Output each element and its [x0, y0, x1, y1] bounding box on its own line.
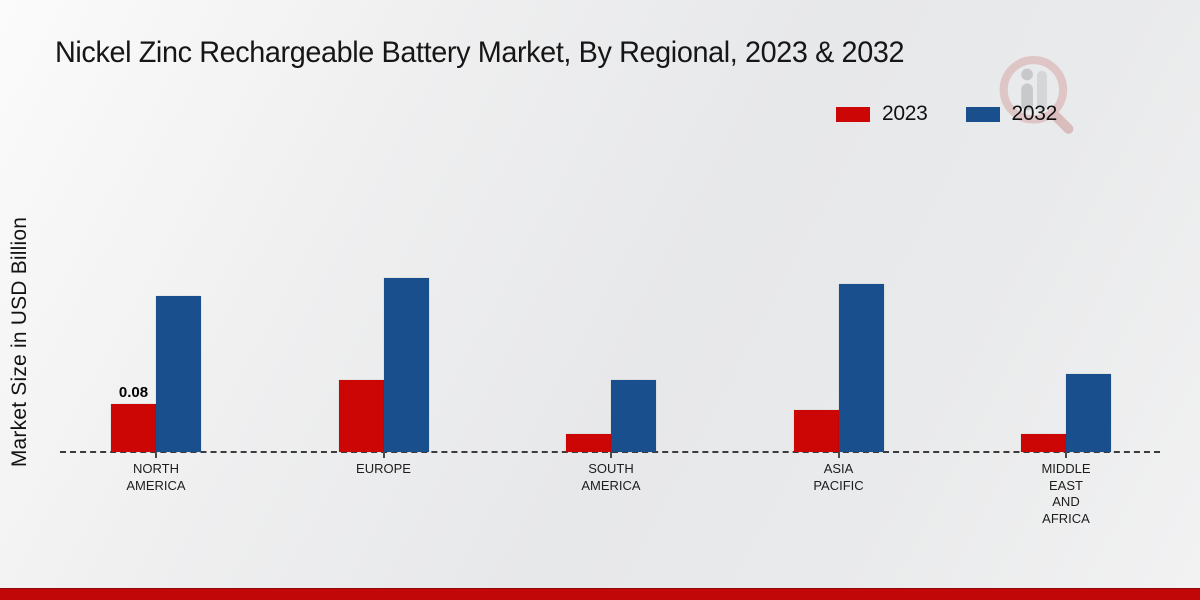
category-label-middle-east-and-africa: MIDDLE EAST AND AFRICA	[1041, 461, 1091, 526]
axis-tick-north-america	[155, 452, 157, 458]
bar-2023-south-america	[566, 434, 611, 452]
bar-value-label: 0.08	[118, 384, 149, 401]
legend-label-2023: 2023	[882, 102, 928, 125]
category-label-north-america: NORTH AMERICA	[126, 461, 186, 493]
bar-2032-middle-east-and-africa	[1066, 374, 1111, 452]
legend-swatch-2032	[965, 106, 1000, 122]
axis-tick-asia-pacific	[837, 452, 840, 458]
footer-accent-band	[0, 588, 1200, 600]
axis-tick-south-america	[610, 452, 612, 458]
magnifier-people-logo-watermark	[999, 56, 1074, 134]
bar-2032-asia-pacific	[838, 284, 884, 452]
bar-2032-south-america	[611, 380, 656, 452]
axis-tick-middle-east-and-africa	[1065, 452, 1067, 458]
category-label-asia-pacific: ASIA PACIFIC	[813, 461, 864, 493]
legend-item-2023: 2023	[836, 102, 928, 126]
legend: 2023 2032	[836, 102, 1057, 126]
axis-tick-europe	[382, 452, 385, 458]
category-label-south-america: SOUTH AMERICA	[581, 461, 641, 493]
bar-2032-north-america	[156, 296, 201, 452]
bar-2032-europe	[383, 278, 429, 452]
legend-item-2032: 2032	[965, 102, 1058, 126]
legend-swatch-2023	[836, 106, 870, 122]
bar-2023-asia-pacific	[793, 410, 839, 452]
category-label-europe: EUROPE	[356, 461, 411, 476]
bar-2023-europe	[338, 380, 384, 452]
legend-label-2032: 2032	[1011, 102, 1058, 125]
bar-2023-middle-east-and-africa	[1021, 434, 1066, 452]
chart-title: Nickel Zinc Rechargeable Battery Market,…	[55, 36, 905, 69]
bar-2023-north-america	[111, 404, 156, 452]
